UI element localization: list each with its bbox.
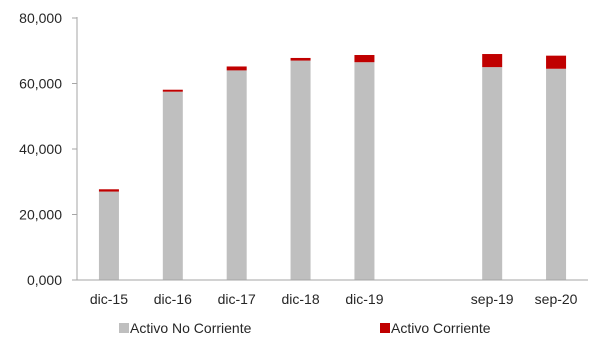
bar-activo-no-corriente [290, 60, 311, 281]
y-tick-label: 40,000 [19, 141, 62, 157]
legend-label: Activo Corriente [391, 320, 491, 336]
y-axis-ticks: 0,000 20,000 40,000 60,000 80,000 [19, 10, 62, 288]
bar-activo-no-corriente [354, 62, 375, 281]
x-axis-ticks: dic-15 dic-16 dic-17 dic-18 dic-19 sep-19 sep-… [90, 291, 578, 307]
bar-activo-corriente [546, 55, 567, 69]
bar-activo-corriente [482, 54, 503, 68]
bar-activo-no-corriente [546, 68, 567, 280]
y-tick-label: 20,000 [19, 207, 62, 223]
bar-activo-no-corriente [162, 91, 183, 280]
y-tick-label: 60,000 [19, 76, 62, 92]
legend-label: Activo No Corriente [130, 320, 252, 336]
x-tick-label: sep-19 [471, 291, 514, 307]
bar-activo-no-corriente [98, 191, 119, 280]
axes [72, 17, 588, 281]
x-tick-label: dic-18 [281, 291, 319, 307]
bar-activo-corriente [226, 66, 247, 71]
bar-activo-corriente [162, 89, 183, 92]
bars [98, 54, 567, 281]
x-tick-label: sep-20 [535, 291, 578, 307]
legend: Activo No Corriente Activo Corriente [119, 320, 491, 336]
x-tick-label: dic-16 [154, 291, 192, 307]
y-tick-label: 0,000 [27, 272, 62, 288]
x-tick-label: dic-15 [90, 291, 128, 307]
bar-activo-corriente [290, 57, 311, 61]
y-tick-label: 80,000 [19, 10, 62, 26]
bar-activo-no-corriente [226, 70, 247, 281]
x-tick-label: dic-17 [218, 291, 256, 307]
bar-activo-corriente [98, 189, 119, 192]
x-tick-label: dic-19 [345, 291, 383, 307]
bar-activo-corriente [354, 55, 375, 63]
legend-swatch [380, 323, 390, 333]
legend-swatch [119, 323, 129, 333]
bar-activo-no-corriente [482, 67, 503, 280]
